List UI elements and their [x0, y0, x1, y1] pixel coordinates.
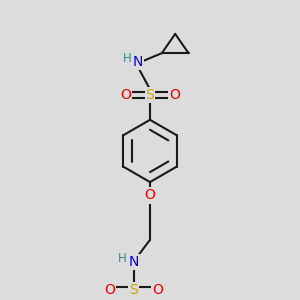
Text: S: S — [146, 88, 154, 102]
Text: O: O — [104, 283, 115, 297]
Text: H: H — [118, 252, 127, 265]
Text: S: S — [129, 283, 138, 297]
Text: N: N — [128, 255, 139, 269]
Text: O: O — [120, 88, 131, 102]
Text: N: N — [133, 55, 143, 69]
Text: O: O — [145, 188, 155, 203]
Text: O: O — [169, 88, 180, 102]
Text: O: O — [153, 283, 164, 297]
Text: H: H — [122, 52, 131, 65]
